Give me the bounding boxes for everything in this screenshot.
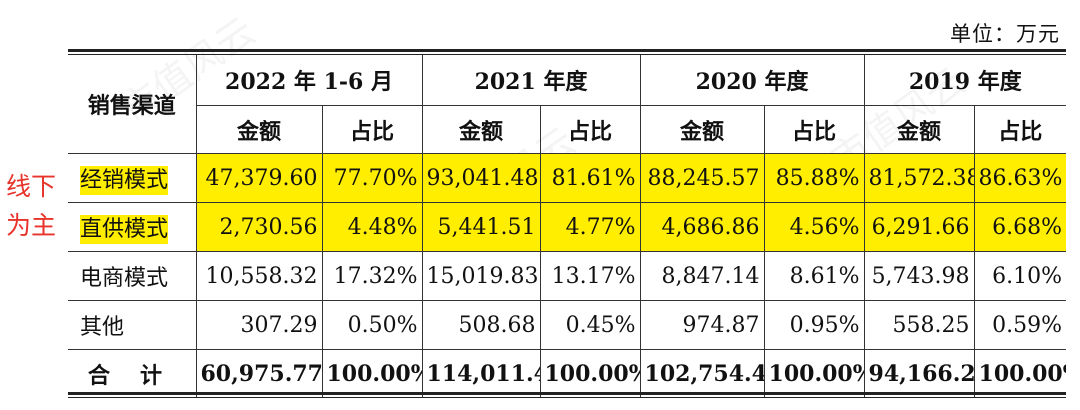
ratio-header: 占比 [321, 105, 423, 154]
table-row-direct-supply: 直供模式 2,730.56 4.48% 5,441.51 4.77% 4,686… [68, 202, 1067, 252]
ratio-cell: 8.61% [763, 251, 865, 301]
amount-cell: 5,441.51 [421, 202, 541, 252]
ratio-cell: 100.00% [539, 349, 641, 398]
ratio-cell: 100.00% [763, 349, 865, 398]
ratio-cell: 0.95% [763, 300, 865, 350]
amount-cell: 558.25 [863, 300, 975, 350]
amount-cell: 5,743.98 [863, 251, 975, 301]
amount-header: 金额 [863, 105, 975, 154]
header-row-periods: 销售渠道 2022 年 1-6 月 2021 年度 2020 年度 2019 年… [68, 55, 1067, 154]
table-row-distribution: 经销模式 47,379.60 77.70% 93,041.48 81.61% 8… [68, 153, 1067, 203]
ratio-cell: 4.48% [321, 202, 423, 252]
period-header: 2022 年 1-6 月 [195, 55, 423, 106]
amount-cell: 6,291.66 [863, 202, 975, 252]
ratio-cell: 4.77% [539, 202, 641, 252]
annotation-line-2: 为主 [6, 211, 57, 240]
unit-label: 单位：万元 [950, 22, 1060, 46]
amount-cell: 94,166.27 [863, 349, 975, 398]
ratio-header: 占比 [973, 105, 1067, 154]
amount-header: 金额 [421, 105, 541, 154]
amount-cell: 2,730.56 [195, 202, 323, 252]
period-header: 2019 年度 [863, 55, 1067, 106]
table-row-other: 其他 307.29 0.50% 508.68 0.45% 974.87 0.95… [68, 300, 1067, 350]
amount-cell: 81,572.38 [863, 153, 975, 203]
ratio-cell: 4.56% [763, 202, 865, 252]
amount-cell: 114,011.49 [421, 349, 541, 398]
ratio-cell: 85.88% [763, 153, 865, 203]
table-top-rule [68, 49, 1066, 52]
channel-header: 销售渠道 [68, 55, 197, 154]
row-label: 其他 [68, 300, 197, 350]
ratio-cell: 100.00% [321, 349, 423, 398]
amount-cell: 47,379.60 [195, 153, 323, 203]
table-row-ecommerce: 电商模式 10,558.32 17.32% 15,019.83 13.17% 8… [68, 251, 1067, 301]
ratio-cell: 0.59% [973, 300, 1067, 350]
ratio-cell: 0.50% [321, 300, 423, 350]
ratio-header: 占比 [763, 105, 865, 154]
ratio-cell: 13.17% [539, 251, 641, 301]
table-bottom-rule [68, 392, 1066, 395]
ratio-cell: 77.70% [321, 153, 423, 203]
ratio-cell: 0.45% [539, 300, 641, 350]
row-label: 电商模式 [68, 251, 197, 301]
row-label: 经销模式 [68, 153, 197, 203]
amount-cell: 307.29 [195, 300, 323, 350]
amount-header: 金额 [196, 105, 323, 154]
row-label: 直供模式 [68, 202, 197, 252]
amount-cell: 102,754.44 [639, 349, 765, 398]
ratio-cell: 6.68% [973, 202, 1067, 252]
table-top-rule-inner [68, 54, 1066, 55]
header-row-metrics: 金额 占比 金额 占比 金额 占比 金额 占比 [68, 105, 1067, 154]
ratio-cell: 81.61% [539, 153, 641, 203]
sales-channel-table: 销售渠道 2022 年 1-6 月 2021 年度 2020 年度 2019 年… [68, 55, 1067, 398]
period-header: 2020 年度 [639, 55, 865, 106]
amount-cell: 8,847.14 [639, 251, 765, 301]
ratio-cell: 100.00% [973, 349, 1067, 398]
amount-header: 金额 [639, 105, 765, 154]
table-bottom-rule-inner [68, 397, 1066, 398]
row-label: 合计 [68, 349, 197, 398]
amount-cell: 15,019.83 [421, 251, 541, 301]
amount-cell: 508.68 [421, 300, 541, 350]
amount-cell: 88,245.57 [639, 153, 765, 203]
amount-cell: 60,975.77 [195, 349, 323, 398]
amount-cell: 4,686.86 [639, 202, 765, 252]
table-row-total: 合计 60,975.77 100.00% 114,011.49 100.00% … [68, 349, 1067, 398]
amount-cell: 10,558.32 [195, 251, 323, 301]
ratio-cell: 6.10% [973, 251, 1067, 301]
period-header: 2021 年度 [421, 55, 641, 106]
amount-cell: 974.87 [639, 300, 765, 350]
amount-cell: 93,041.48 [421, 153, 541, 203]
ratio-cell: 86.63% [973, 153, 1067, 203]
annotation-line-1: 线下 [6, 172, 57, 201]
ratio-cell: 17.32% [321, 251, 423, 301]
ratio-header: 占比 [539, 105, 641, 154]
